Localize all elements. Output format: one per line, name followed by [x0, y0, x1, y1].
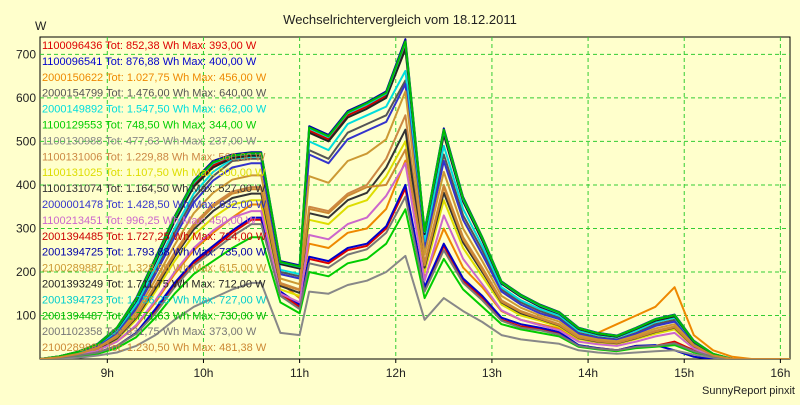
legend-entry-10: 2000001478 Tot: 1.428,50 Wh Max: 632,00 …: [42, 199, 267, 211]
x-tick-label-6: 15h: [674, 366, 694, 380]
legend-entry-17: 2001394487 Tot: 1.771,63 Wh Max: 730,00 …: [42, 310, 267, 322]
series-line-19: [40, 148, 790, 359]
y-tick-label-2: 300: [16, 221, 36, 235]
series-line-5: [40, 208, 790, 359]
x-tick-label-2: 11h: [290, 366, 309, 380]
legend-entry-11: 1100213451 Tot: 996,25 Wh Max: 450,00 W: [42, 215, 257, 227]
y-tick-label-0: 100: [16, 308, 36, 322]
y-tick-label-5: 600: [16, 91, 36, 105]
legend-entry-5: 1100129553 Tot: 748,50 Wh Max: 344,00 W: [42, 120, 257, 132]
chart-title: Wechselrichtervergleich vom 18.12.2011: [283, 12, 517, 27]
x-tick-label-4: 13h: [482, 366, 502, 380]
legend-entry-6: 1100130988 Tot: 477,63 Wh Max: 237,00 W: [42, 135, 257, 147]
y-axis-unit: W: [35, 19, 47, 33]
x-tick-label-1: 10h: [193, 366, 213, 380]
series-line-2: [40, 159, 790, 359]
legend-entry-2: 2000150622 Tot: 1.027,75 Wh Max: 456,00 …: [42, 72, 267, 84]
y-tick-label-3: 400: [16, 178, 36, 192]
y-tick-label-1: 200: [16, 265, 36, 279]
legend-entry-4: 2000149892 Tot: 1.547,50 Wh Max: 662,00 …: [42, 104, 267, 116]
y-tick-label-4: 500: [16, 134, 36, 148]
grid-lines: [40, 37, 790, 359]
y-tick-labels: 100 200 300 400 500 600 700: [16, 47, 36, 322]
legend-entry-9: 1100131074 Tot: 1.164,50 Wh Max: 527,00 …: [42, 183, 266, 195]
legend-entry-13: 2001394725 Tot: 1.793,88 Wh Max: 735,00 …: [42, 247, 267, 259]
series-line-10: [40, 83, 790, 359]
series-line-18: [40, 195, 790, 359]
y-tick-label-6: 700: [16, 47, 36, 61]
series-line-3: [40, 79, 790, 359]
legend-entry-3: 2000154799 Tot: 1.476,00 Wh Max: 640,00 …: [42, 88, 267, 100]
legend-entry-16: 2001394723 Tot: 1.756,25 Wh Max: 727,00 …: [42, 294, 267, 306]
series-line-6: [40, 254, 790, 359]
series-line-4: [40, 69, 790, 359]
legend-entry-8: 1100131025 Tot: 1.107,50 Wh Max: 500,00 …: [42, 167, 266, 179]
legend-entry-15: 2001393249 Tot: 1.711,75 Wh Max: 712,00 …: [42, 279, 266, 291]
x-tick-label-5: 14h: [578, 366, 598, 380]
x-tick-label-0: 9h: [101, 366, 114, 380]
legend: 1100096436 Tot: 852,38 Wh Max: 393,00 W 1…: [42, 40, 267, 354]
legend-entry-12: 2001394485 Tot: 1.727,25 Wh Max: 724,00 …: [42, 231, 267, 243]
series-line-17: [40, 40, 790, 359]
legend-entry-19: 2100289886 Tot: 1.230,50 Wh Max: 481,38 …: [42, 342, 267, 354]
footer-credit: SunnyReport pinxit: [702, 385, 795, 397]
x-tick-label-3: 12h: [386, 366, 406, 380]
series-lines: [40, 38, 790, 359]
legend-entry-7: 1100131006 Tot: 1.229,88 Wh Max: 560,00 …: [42, 151, 266, 163]
x-tick-labels: 9h 10h 11h 12h 13h 14h 15h 16h: [101, 359, 790, 380]
legend-entry-14: 2100289887 Tot: 1.328,90 Wh Max: 615,00 …: [42, 263, 267, 275]
legend-entry-0: 1100096436 Tot: 852,38 Wh Max: 393,00 W: [42, 40, 257, 52]
legend-entry-18: 2001102358 Tot: 831,75 Wh Max: 373,00 W: [42, 326, 257, 338]
legend-entry-1: 1100096541 Tot: 876,88 Wh Max: 400,00 W: [42, 56, 257, 68]
series-line-11: [40, 162, 790, 359]
x-tick-label-7: 16h: [770, 366, 790, 380]
series-line-14: [40, 90, 790, 359]
series-line-8: [40, 140, 790, 359]
